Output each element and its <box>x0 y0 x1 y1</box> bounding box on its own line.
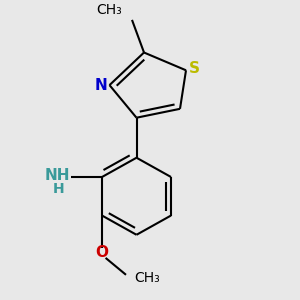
Text: NH: NH <box>44 168 70 183</box>
Text: N: N <box>95 78 107 93</box>
Text: CH₃: CH₃ <box>96 3 122 17</box>
Text: CH₃: CH₃ <box>134 272 160 285</box>
Text: H: H <box>53 182 64 197</box>
Text: O: O <box>95 245 109 260</box>
Text: S: S <box>189 61 200 76</box>
